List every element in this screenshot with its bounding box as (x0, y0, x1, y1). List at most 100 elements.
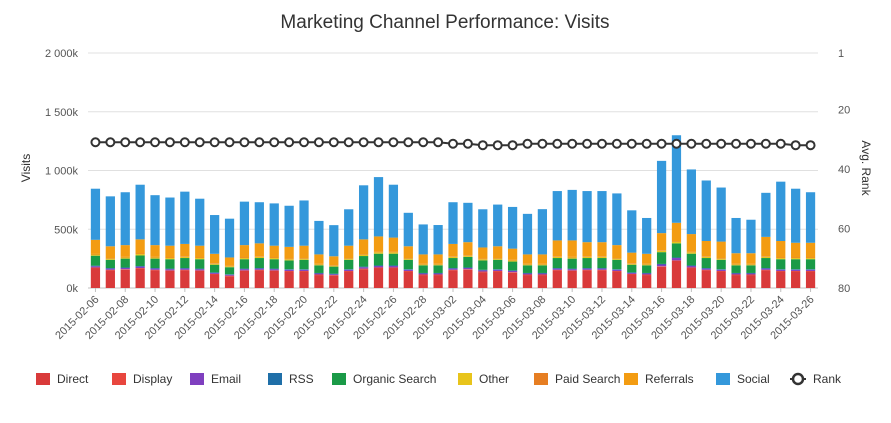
bar-segment (284, 269, 294, 271)
bar-segment (537, 264, 548, 266)
bar-segment (284, 205, 294, 247)
bar-segment (507, 259, 518, 261)
bar-segment (90, 267, 101, 269)
legend-swatch (458, 373, 472, 385)
bar-segment (180, 268, 190, 269)
bar-segment (582, 256, 592, 257)
bar-segment (344, 259, 354, 270)
bar-segment (522, 272, 533, 274)
bar-segment (269, 245, 279, 258)
bar-segment (642, 274, 652, 276)
bar-segment (239, 258, 250, 260)
bar-segment (418, 275, 428, 288)
bar-segment (254, 269, 264, 271)
bar-segment (418, 273, 428, 275)
bar-segment (239, 268, 250, 270)
bar-segment (582, 268, 592, 270)
bar-segment (567, 268, 577, 270)
bar-segment (433, 272, 443, 274)
bar-segment (612, 258, 622, 259)
bar-segment (448, 268, 458, 269)
bar-segment (165, 257, 175, 259)
bar-segment (791, 269, 801, 270)
bar-segment (195, 257, 205, 259)
bar-segment (776, 181, 786, 241)
legend-swatch (716, 373, 730, 385)
bar-segment (507, 272, 518, 273)
bar-segment (478, 260, 488, 270)
bar-segment (269, 258, 279, 260)
bar-segment (373, 268, 384, 288)
bar-segment (656, 263, 667, 265)
bar-segment (716, 269, 726, 270)
bar-segment (612, 270, 622, 272)
bar-segment (195, 269, 205, 271)
bar-segment (120, 192, 130, 246)
bar-segment (552, 269, 562, 271)
bar-segment (612, 271, 622, 288)
bar-segment (582, 242, 592, 257)
bar-segment (597, 256, 607, 257)
bar-segment (150, 268, 160, 270)
bar-segment (314, 264, 324, 266)
bar-segment (314, 272, 324, 274)
bar-segment (403, 269, 413, 271)
bar-segment (314, 274, 324, 276)
rank-point (343, 137, 354, 148)
bar-segment (671, 222, 682, 241)
bar-segment (269, 269, 279, 271)
bar-segment (493, 259, 503, 270)
bar-segment (90, 239, 101, 254)
bar-segment (716, 271, 726, 288)
rank-point (373, 137, 384, 148)
bar-segment (791, 258, 801, 260)
bar-segment (493, 204, 503, 247)
rank-point (492, 140, 503, 151)
bar-segment (537, 274, 548, 276)
rank-line-group (90, 137, 816, 151)
bar-segment (552, 256, 562, 259)
bar-segment (388, 267, 399, 269)
bar-segment (761, 192, 771, 237)
bar-segment (612, 269, 622, 271)
bar-segment (314, 263, 324, 265)
bar-segment (195, 268, 205, 270)
bar-segment (165, 197, 175, 246)
bar-segment (105, 259, 115, 269)
bar-segment (418, 224, 428, 255)
bar-segment (493, 269, 503, 271)
bar-segment (522, 254, 533, 264)
bar-segment (671, 258, 682, 261)
bar-segment (135, 266, 145, 267)
bar-segment (105, 268, 115, 270)
bar-segment (671, 260, 682, 261)
rank-point (552, 138, 563, 149)
y2-tick-label: 20 (838, 105, 850, 117)
bar-segment (105, 246, 115, 259)
bar-segment (776, 259, 786, 270)
bar-segment (552, 240, 562, 257)
bar-segment (791, 257, 801, 259)
bar-segment (150, 268, 160, 269)
bar-segment (269, 270, 279, 271)
bar-segment (344, 258, 354, 259)
bar-segment (90, 254, 101, 256)
bar-segment (478, 259, 488, 261)
bar-segment (239, 270, 250, 288)
bar-segment (329, 266, 339, 274)
bar-segment (388, 237, 399, 252)
bar-segment (269, 270, 279, 288)
bar-segment (120, 258, 130, 268)
bar-segment (358, 267, 369, 269)
bar-segment (269, 268, 279, 270)
bar-segment (358, 185, 369, 240)
rank-point (388, 137, 399, 148)
bar-segment (90, 265, 101, 267)
rank-point (179, 137, 190, 148)
bar-segment (314, 220, 324, 255)
bar-segment (418, 274, 428, 276)
bar-segment (433, 265, 443, 273)
bar-segment (522, 265, 533, 273)
bar-segment (716, 270, 726, 272)
